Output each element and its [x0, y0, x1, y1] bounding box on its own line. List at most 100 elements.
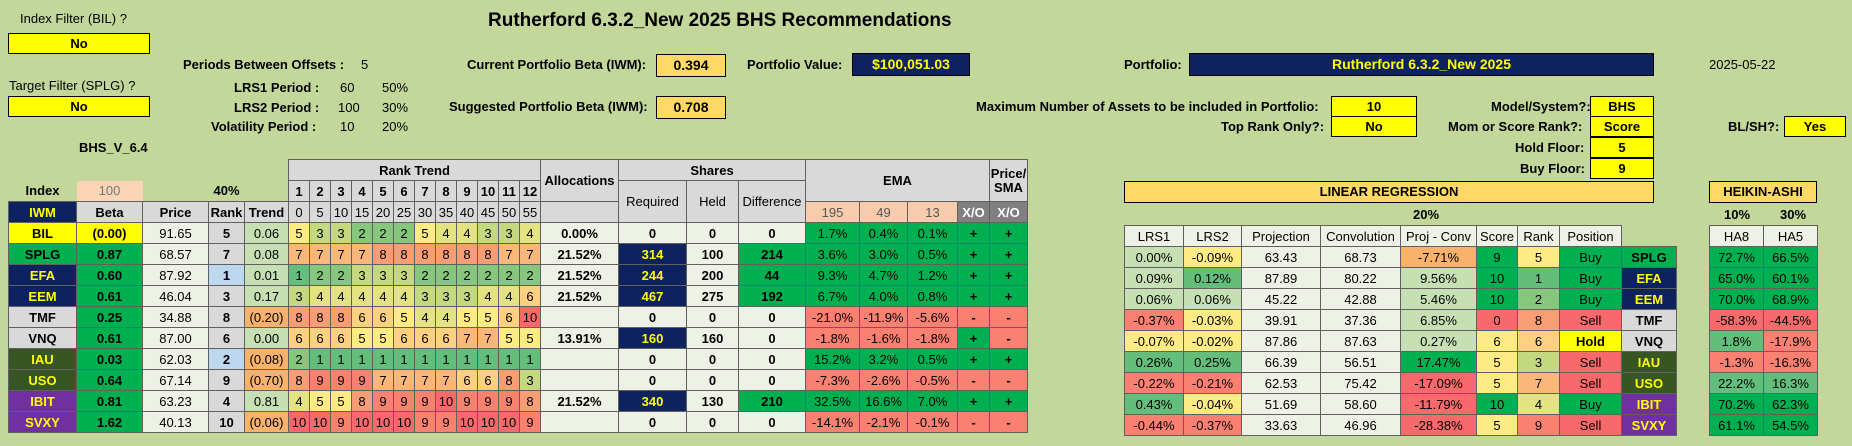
rank-trend-col-12: 12 — [519, 180, 541, 202]
rank-cell: 4 — [208, 390, 245, 412]
report-date: 2025-05-22 — [1709, 57, 1776, 72]
lr-rank-cell: 9 — [1517, 414, 1560, 436]
ema-period-13: 13 — [907, 201, 958, 223]
ha-pct2: 30% — [1780, 207, 1807, 222]
rank-cell: 1 — [208, 264, 245, 286]
lrs1-cell: 0.09% — [1124, 267, 1184, 289]
lr-pct: 20% — [1413, 207, 1440, 222]
ema-cell: -5.6% — [907, 306, 958, 328]
buy-floor-input[interactable]: 9 — [1590, 158, 1654, 179]
col-rank: Rank — [208, 201, 245, 223]
rank-trend-cell: 1 — [330, 348, 352, 370]
rank-trend-cell: 4 — [498, 285, 520, 307]
allocation-cell: 13.91% — [540, 327, 619, 349]
allocation-cell — [540, 369, 619, 391]
held-cell: 130 — [686, 390, 739, 412]
shares-header: Shares — [618, 159, 806, 181]
rank-trend-cell: 4 — [393, 285, 415, 307]
rank-trend-cell: 7 — [519, 243, 541, 265]
proj-conv-cell: 5.46% — [1400, 288, 1477, 310]
rank-trend-cell: 9 — [330, 369, 352, 391]
model-select[interactable]: BHS — [1590, 96, 1654, 117]
lrs1-cell: -0.44% — [1124, 414, 1184, 436]
rank-trend-cell: 7 — [372, 369, 394, 391]
suggested-beta-value: 0.708 — [656, 96, 726, 119]
col-allocation — [540, 201, 619, 223]
difference-cell: 0 — [738, 327, 806, 349]
ticker-cell: IBIT — [8, 390, 77, 412]
lr-ticker-cell: SVXY — [1621, 414, 1677, 436]
price-cell: 68.57 — [142, 243, 209, 265]
lrs1-cell: 0.06% — [1124, 288, 1184, 310]
rank-trend-cell: 5 — [456, 306, 478, 328]
held-cell: 275 — [686, 285, 739, 307]
ema-xo-cell: + — [957, 285, 990, 307]
top-rank-select[interactable]: No — [1331, 116, 1417, 137]
rank-cell: 9 — [208, 369, 245, 391]
projection-cell: 39.91 — [1241, 309, 1321, 331]
allocation-table: Rank Trend Allocations Shares EMA Price/… — [8, 159, 1028, 433]
rank-trend-cell: 6 — [393, 327, 415, 349]
ha5-cell: 16.3% — [1763, 372, 1818, 394]
score-cell: 5 — [1476, 351, 1518, 373]
rank-trend-cell: 3 — [435, 285, 457, 307]
allocation-cell — [540, 411, 619, 433]
max-assets-input[interactable]: 10 — [1331, 96, 1417, 117]
position-cell: Sell — [1559, 414, 1622, 436]
linear-regression-table: LRS1 LRS2 Projection Convolution Proj - Conv… — [1124, 225, 1677, 436]
position-cell: Sell — [1559, 372, 1622, 394]
mom-select[interactable]: Score — [1590, 116, 1654, 137]
ema-xo-cell: - — [957, 411, 990, 433]
blsh-select[interactable]: Yes — [1784, 116, 1846, 137]
required-cell: 0 — [618, 306, 687, 328]
lr-row: 0.43% -0.04% 51.69 58.60 -11.79% 10 4 Buy IBIT — [1124, 393, 1677, 415]
lrs1-pct: 50% — [382, 80, 409, 95]
proj-conv-cell: 17.47% — [1400, 351, 1477, 373]
index-value: 100 — [76, 180, 143, 202]
price-sma-cell: + — [989, 264, 1028, 286]
index-filter-select[interactable]: No — [8, 33, 150, 54]
ema-cell: 1.7% — [805, 222, 860, 244]
hold-floor-input[interactable]: 5 — [1590, 137, 1654, 158]
rank-trend-cell: 2 — [414, 264, 436, 286]
rank-trend-cell: 1 — [498, 348, 520, 370]
table-row: IBIT 0.81 63.23 4 0.81 4 5 5 8 9 9 9 10 9 9 9 8 21.52% 340… — [8, 390, 1028, 412]
required-cell: 0 — [618, 369, 687, 391]
lr-ticker-cell: IAU — [1621, 351, 1677, 373]
rank-trend-cell: 10 — [435, 390, 457, 412]
rank-trend-cell: 7 — [456, 327, 478, 349]
held-cell: 0 — [686, 222, 739, 244]
rank-trend-cell: 5 — [393, 306, 415, 328]
lrs2-cell: -0.02% — [1183, 330, 1242, 352]
difference-cell: 0 — [738, 411, 806, 433]
ha-pct1: 10% — [1724, 207, 1751, 222]
difference-cell: 0 — [738, 369, 806, 391]
allocation-cell: 21.52% — [540, 243, 619, 265]
ema-xo-cell: - — [957, 369, 990, 391]
rank-trend-cell: 7 — [393, 369, 415, 391]
ema-xo-cell: + — [957, 327, 990, 349]
price-cell: 91.65 — [142, 222, 209, 244]
ema-cell: -2.6% — [859, 369, 908, 391]
lrs1-cell: 0.00% — [1124, 246, 1184, 268]
rank-trend-offset-4: 15 — [351, 201, 373, 223]
index-filter-label: Index Filter (BIL) ? — [20, 11, 127, 26]
lr-col-lrs2: LRS2 — [1183, 225, 1242, 247]
rank-trend-cell: 5 — [498, 327, 520, 349]
lr-ticker-cell: IBIT — [1621, 393, 1677, 415]
convolution-cell: 56.51 — [1320, 351, 1401, 373]
beta-cell: (0.00) — [76, 222, 143, 244]
beta-cell: 1.62 — [76, 411, 143, 433]
ema-cell: -11.9% — [859, 306, 908, 328]
col-beta: Beta — [76, 201, 143, 223]
ha-row: 22.2% 16.3% — [1709, 372, 1818, 394]
rank-cell: 7 — [208, 243, 245, 265]
target-filter-select[interactable]: No — [8, 96, 150, 117]
price-cell: 63.23 — [142, 390, 209, 412]
lr-row: 0.26% 0.25% 66.39 56.51 17.47% 5 3 Sell IAU — [1124, 351, 1677, 373]
difference-cell: 0 — [738, 222, 806, 244]
table-row: SPLG 0.87 68.57 7 0.08 7 7 7 7 8 8 8 8 8 8 7 7 21.52% 314 1… — [8, 243, 1028, 265]
rank-trend-cell: 3 — [309, 222, 331, 244]
held-cell: 0 — [686, 348, 739, 370]
rank-trend-col-4: 4 — [351, 180, 373, 202]
